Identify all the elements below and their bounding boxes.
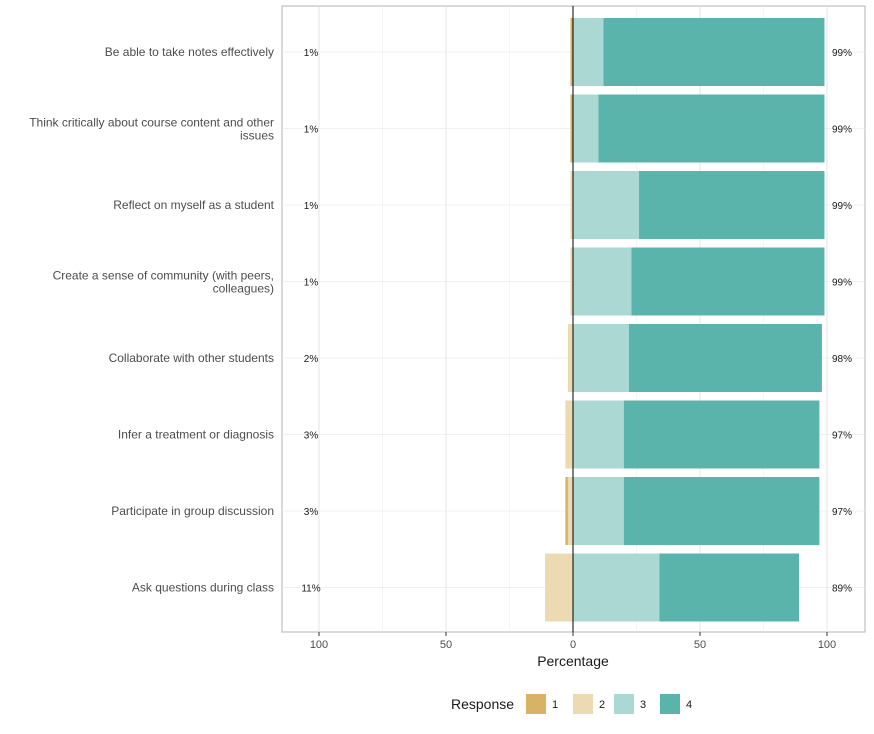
bar-level-2 (567, 477, 573, 545)
bar-level-2 (570, 247, 573, 316)
legend-label: 1 (552, 699, 558, 711)
bar-level-4 (603, 18, 825, 86)
bar-level-1 (565, 477, 568, 545)
legend: Response 1 2 3 4 (451, 694, 692, 714)
category-labels: Be able to take notes effectively Think c… (29, 45, 274, 595)
left-percent-label: 1% (304, 48, 319, 59)
bar-level-2 (545, 553, 573, 622)
bar-level-4 (631, 247, 825, 316)
bar-level-3 (573, 324, 629, 392)
bar-level-4 (659, 553, 800, 622)
bar-level-3 (573, 400, 624, 469)
x-tick-label: 50 (694, 639, 706, 651)
category-label: Participate in group discussion (111, 504, 274, 518)
category-label: Infer a treatment or diagnosis (118, 428, 274, 442)
bar-level-3 (573, 247, 632, 316)
left-percent-label: 1% (304, 278, 319, 289)
right-percent-label: 99% (832, 125, 852, 136)
bar-level-4 (639, 171, 825, 239)
left-percent-label: 11% (301, 584, 320, 595)
percent-labels: 1% 1% 1% 1% 2% 3% 3% 11% 99% 99% 99% 99% 98% 97% 97% 89… (301, 48, 852, 595)
right-percent-label: 99% (832, 278, 852, 289)
right-percent-label: 97% (832, 507, 852, 518)
bar-level-3 (573, 477, 624, 545)
left-percent-label: 1% (304, 125, 319, 136)
category-label: Reflect on myself as a student (113, 198, 274, 212)
category-label: Think critically about course content an… (29, 116, 274, 143)
bar-level-2 (567, 324, 573, 392)
right-percent-label: 97% (832, 431, 852, 442)
legend-key-4 (660, 694, 680, 714)
left-percent-label: 3% (304, 507, 319, 518)
legend-label: 4 (686, 699, 692, 711)
right-percent-label: 99% (832, 48, 852, 59)
right-percent-label: 99% (832, 201, 852, 212)
legend-title: Response (451, 696, 514, 712)
x-tick-label: 100 (310, 639, 328, 651)
bar-level-3 (573, 171, 640, 239)
left-percent-label: 1% (304, 201, 319, 212)
bar-level-1 (570, 94, 573, 163)
category-label: Collaborate with other students (109, 351, 274, 365)
bar-level-4 (628, 324, 822, 392)
bar-level-3 (573, 18, 604, 86)
x-tick-label: 100 (818, 639, 836, 651)
x-tick-label: 0 (570, 639, 576, 651)
bar-level-4 (623, 400, 820, 469)
legend-key-3 (614, 694, 634, 714)
legend-key-1 (526, 694, 546, 714)
right-percent-label: 98% (832, 354, 852, 365)
left-percent-label: 2% (304, 354, 319, 365)
bar-level-3 (573, 94, 599, 163)
category-label: Ask questions during class (132, 581, 274, 595)
bars (545, 18, 825, 622)
legend-label: 3 (640, 699, 646, 711)
bar-level-2 (570, 171, 573, 239)
bar-level-2 (565, 400, 573, 469)
bar-level-3 (573, 553, 660, 622)
bar-level-1 (570, 18, 573, 86)
x-tick-label: 50 (440, 639, 452, 651)
legend-key-2 (573, 694, 593, 714)
legend-label: 2 (599, 699, 605, 711)
x-axis-title: Percentage (537, 653, 609, 669)
x-axis: 100 50 0 50 100 Percentage (310, 632, 836, 669)
category-label: Be able to take notes effectively (105, 45, 274, 59)
category-label: Create a sense of community (with peers,… (53, 269, 274, 296)
bar-level-4 (598, 94, 825, 163)
right-percent-label: 89% (832, 584, 852, 595)
left-percent-label: 3% (304, 431, 319, 442)
bar-level-4 (623, 477, 820, 545)
